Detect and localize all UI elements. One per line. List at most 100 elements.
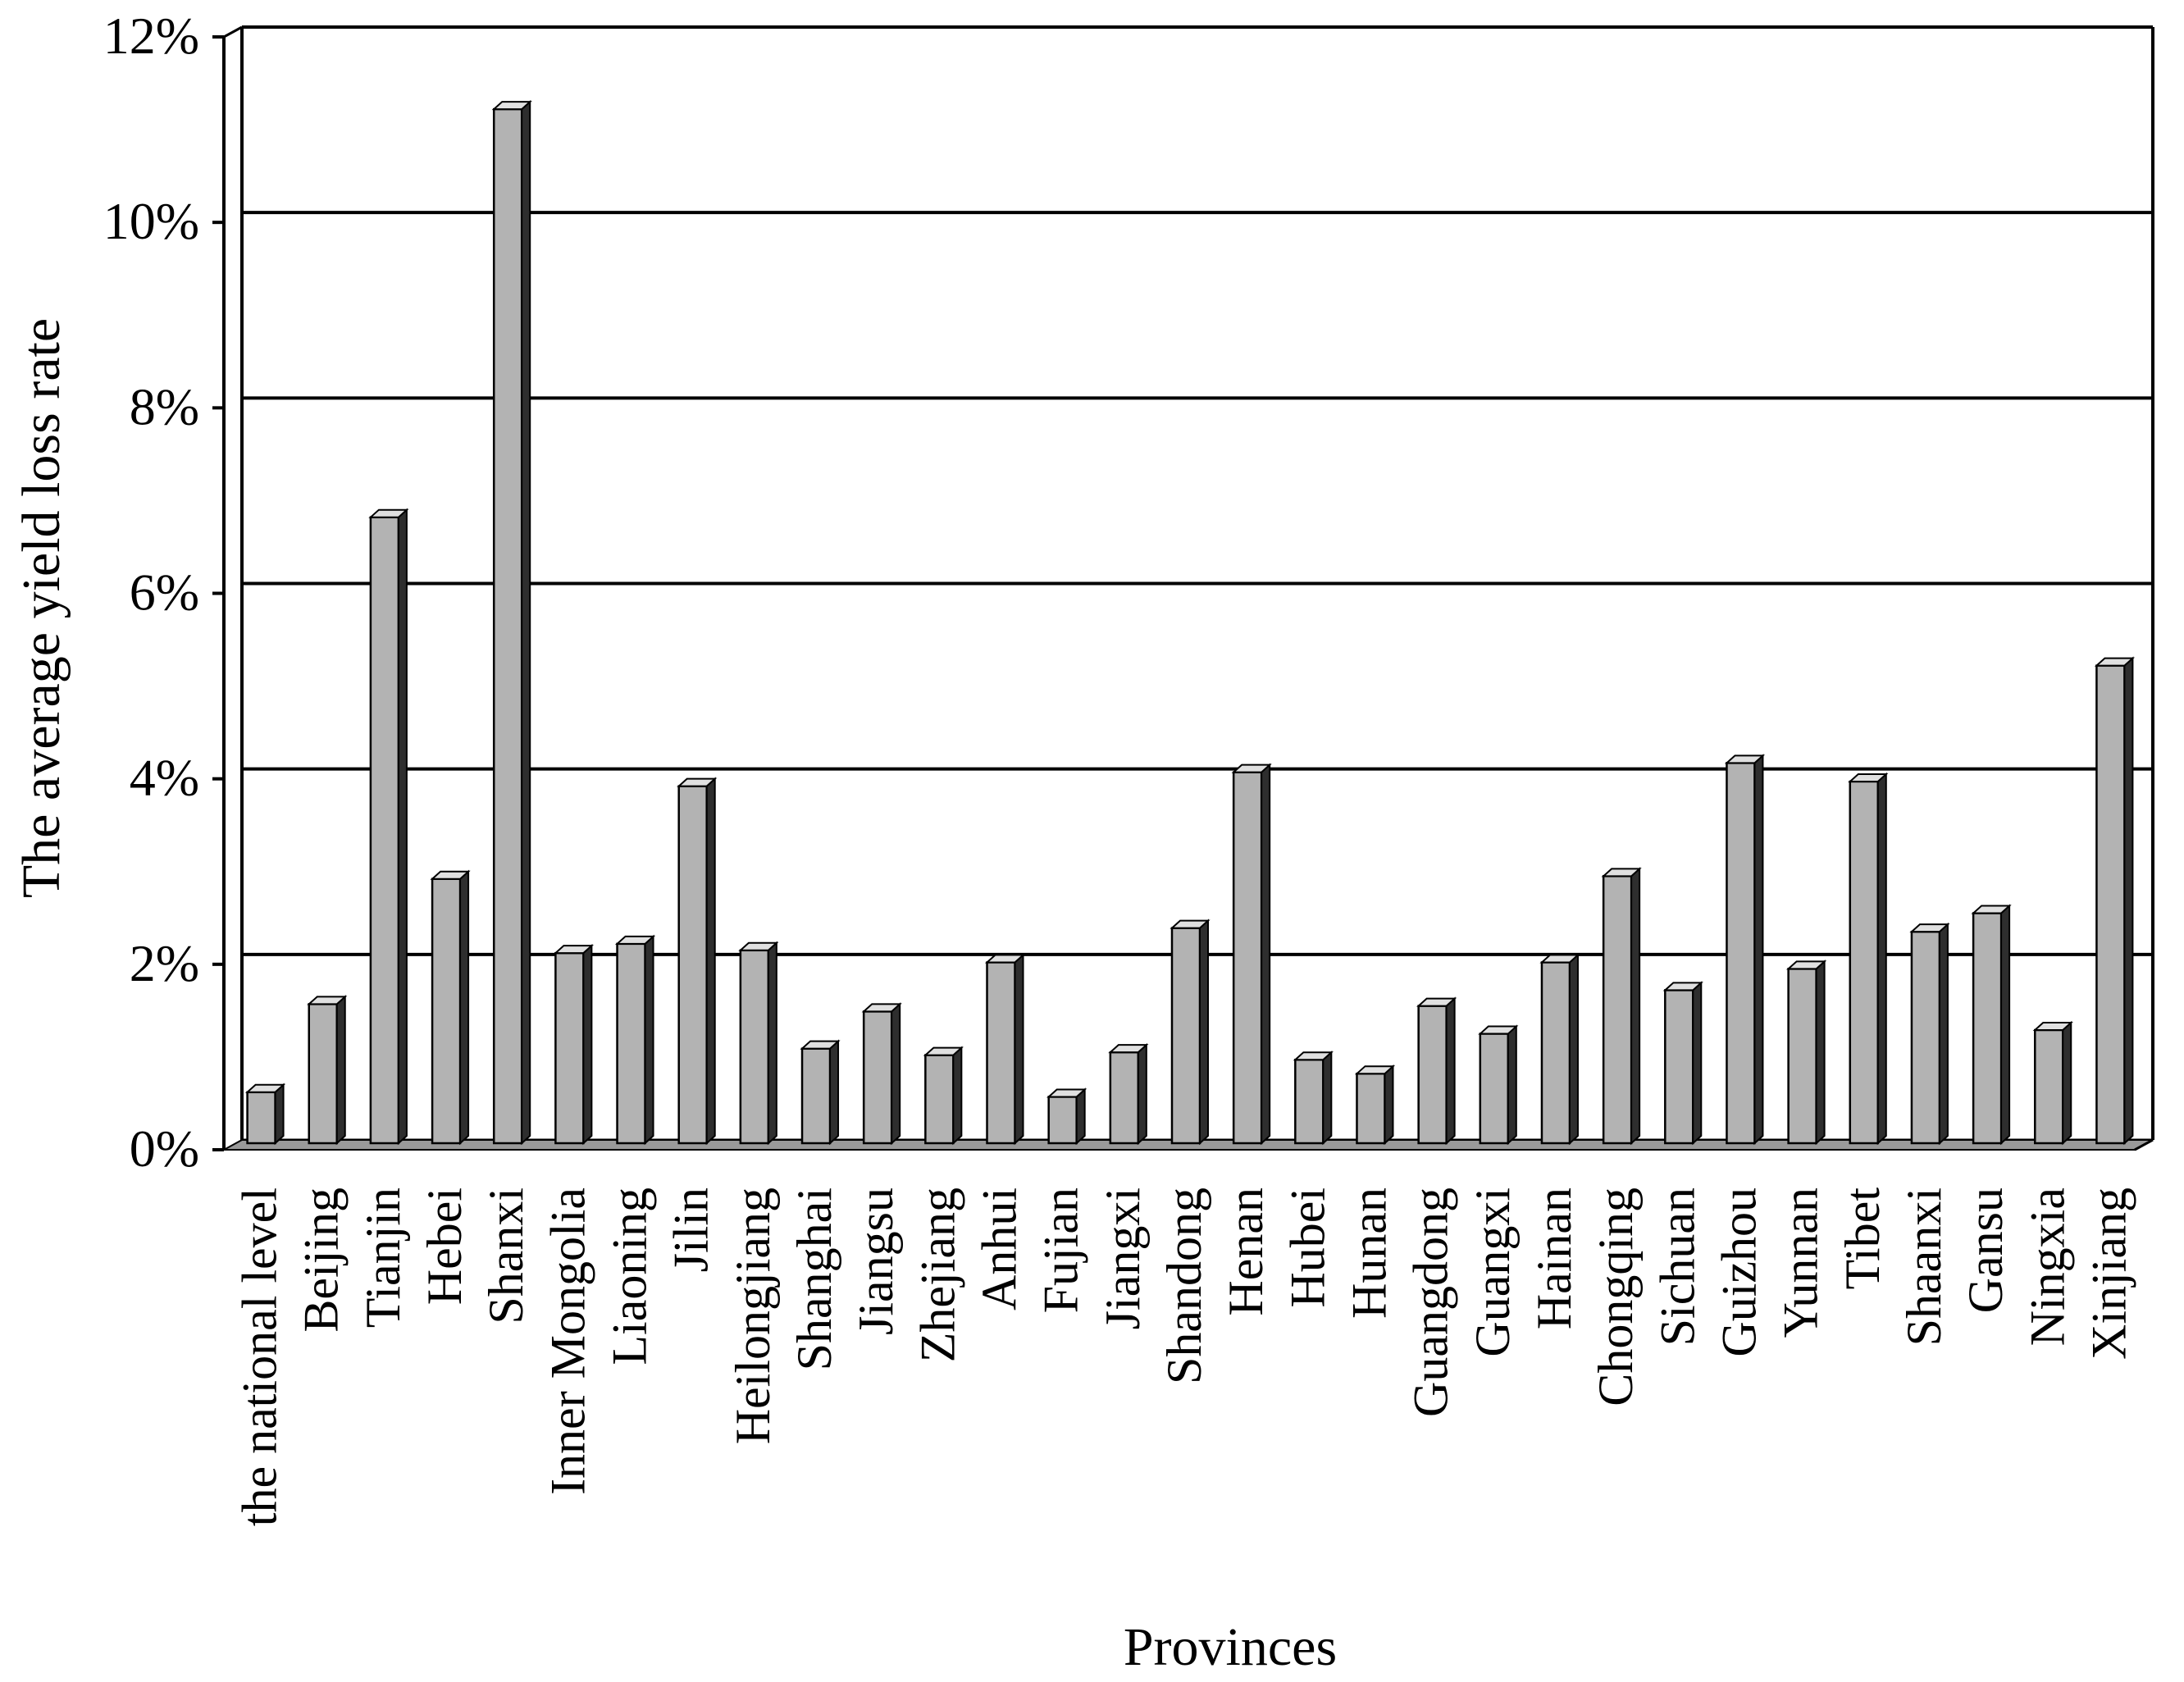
bar-top bbox=[244, 1083, 286, 1093]
bar-front bbox=[1417, 1005, 1448, 1145]
bar-side bbox=[2123, 656, 2134, 1146]
x-category-label: Ningxia bbox=[2020, 1187, 2074, 1346]
y-axis-ticks: 0% 2% 4% 6% 8% 10% 12% bbox=[103, 7, 224, 1178]
x-category-label: Fujian bbox=[1034, 1187, 1088, 1313]
x-category-label: Guangdong bbox=[1404, 1187, 1458, 1417]
bar bbox=[307, 995, 348, 1146]
bar-side bbox=[274, 1083, 285, 1146]
bar-front bbox=[2095, 664, 2126, 1145]
bar-front bbox=[1170, 927, 1201, 1145]
bar-side bbox=[335, 995, 346, 1146]
y-tick-label: 10% bbox=[103, 192, 199, 250]
bar-top bbox=[1416, 997, 1457, 1007]
depth-edge-right bbox=[2134, 1138, 2154, 1151]
bar-top bbox=[553, 945, 594, 955]
bar-top bbox=[614, 935, 656, 945]
bar-front bbox=[492, 107, 523, 1145]
x-category-label: Beijing bbox=[294, 1187, 349, 1333]
x-category-label: Shanxi bbox=[479, 1187, 533, 1324]
bar-top bbox=[1971, 905, 2012, 914]
bar-side bbox=[459, 869, 470, 1146]
bar-top bbox=[1478, 1025, 1519, 1035]
bar-front bbox=[1232, 771, 1263, 1145]
x-category-label: the national level bbox=[233, 1187, 287, 1526]
x-category-label: Tianjin bbox=[356, 1187, 410, 1328]
bar-front bbox=[924, 1054, 955, 1145]
bar-side bbox=[1075, 1087, 1086, 1146]
x-category-label: Shaanxi bbox=[1897, 1187, 1951, 1346]
bar-front bbox=[554, 951, 585, 1145]
bar bbox=[1354, 1064, 1396, 1146]
bar-side bbox=[1568, 953, 1579, 1146]
bar-front bbox=[1849, 780, 1880, 1145]
bar bbox=[1601, 867, 1642, 1146]
bar bbox=[614, 934, 656, 1146]
bar bbox=[430, 869, 471, 1146]
bar-front bbox=[800, 1047, 832, 1145]
x-category-label: Xinjiang bbox=[2081, 1187, 2136, 1360]
bar bbox=[1293, 1050, 1334, 1146]
x-category-label: Sichuan bbox=[1650, 1187, 1704, 1346]
bar-front bbox=[616, 942, 646, 1145]
bar-top bbox=[491, 101, 532, 111]
bar bbox=[1786, 960, 1827, 1146]
bar-front bbox=[308, 1003, 338, 1145]
y-tick-label: 2% bbox=[130, 934, 199, 992]
bar bbox=[1231, 763, 1272, 1146]
bar-top bbox=[738, 941, 779, 951]
bar-top bbox=[307, 996, 348, 1005]
bar bbox=[2032, 1020, 2073, 1146]
bar bbox=[1478, 1024, 1519, 1146]
bar bbox=[1416, 996, 1457, 1146]
bar-front bbox=[986, 961, 1016, 1145]
bar-front bbox=[1726, 762, 1756, 1145]
bar-top bbox=[1046, 1088, 1087, 1098]
bar-front bbox=[1664, 989, 1694, 1145]
bar-side bbox=[767, 941, 777, 1146]
x-category-label: Liaoning bbox=[603, 1187, 657, 1365]
bar-top bbox=[430, 870, 471, 880]
x-category-label: Hubei bbox=[1280, 1187, 1334, 1308]
x-category-label: Jiangxi bbox=[1096, 1187, 1150, 1329]
bar-side bbox=[644, 934, 654, 1146]
y-tick-label: 4% bbox=[130, 749, 199, 807]
bar-front bbox=[1540, 961, 1571, 1145]
bar-side bbox=[1938, 922, 1949, 1146]
bar-top bbox=[800, 1040, 841, 1050]
bar-top bbox=[861, 1003, 902, 1013]
bar-side bbox=[1753, 754, 1764, 1146]
bar-side bbox=[1261, 763, 1271, 1146]
bar-side bbox=[1199, 918, 1209, 1146]
bar-side bbox=[952, 1046, 963, 1146]
x-axis-title: Provinces bbox=[1124, 1617, 1337, 1677]
bar-side bbox=[1322, 1050, 1333, 1146]
bar-top bbox=[1354, 1065, 1396, 1075]
bar bbox=[800, 1039, 841, 1146]
bar-top bbox=[984, 954, 1026, 964]
bar-top bbox=[1601, 868, 1642, 877]
x-category-label: Anhui bbox=[973, 1187, 1027, 1311]
bar-top bbox=[2094, 657, 2136, 667]
bar-top bbox=[2032, 1022, 2073, 1032]
bar-front bbox=[369, 516, 400, 1145]
x-axis-labels: the national level Beijing Tianjin Hebei Sha… bbox=[233, 1187, 2136, 1527]
bar-top bbox=[677, 777, 718, 787]
bar-side bbox=[1815, 960, 1826, 1146]
bar-top bbox=[1724, 754, 1766, 764]
bar-top bbox=[1108, 1044, 1149, 1054]
bar bbox=[244, 1083, 286, 1146]
bar bbox=[1662, 981, 1703, 1146]
bar-front bbox=[1602, 875, 1633, 1145]
bar bbox=[553, 943, 594, 1146]
bar bbox=[1046, 1087, 1087, 1146]
bar-side bbox=[2062, 1020, 2072, 1146]
x-category-label: Hunan bbox=[1342, 1187, 1396, 1319]
bar-side bbox=[1630, 867, 1641, 1146]
bar bbox=[2094, 656, 2136, 1146]
bar bbox=[1539, 953, 1580, 1146]
bar-side bbox=[1692, 981, 1703, 1146]
bar-side bbox=[582, 943, 593, 1146]
bar-side bbox=[1384, 1064, 1394, 1146]
x-category-label: Gansu bbox=[1958, 1187, 2013, 1313]
